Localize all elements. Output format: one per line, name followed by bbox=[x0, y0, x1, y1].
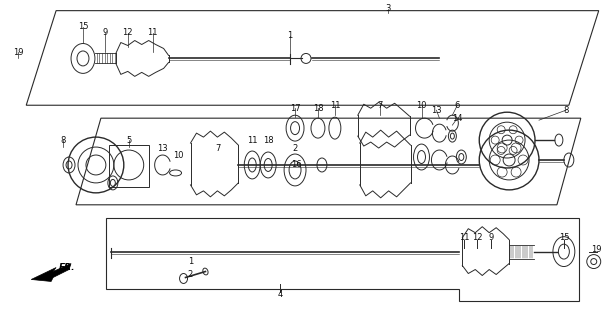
Text: 2: 2 bbox=[292, 144, 298, 153]
Text: 17: 17 bbox=[290, 104, 300, 113]
Text: 6: 6 bbox=[454, 101, 460, 110]
Text: 18: 18 bbox=[312, 104, 323, 113]
Text: 12: 12 bbox=[122, 28, 133, 37]
Text: 9: 9 bbox=[102, 28, 108, 37]
Text: 12: 12 bbox=[472, 233, 483, 242]
Text: 19: 19 bbox=[592, 245, 602, 254]
Text: 11: 11 bbox=[148, 28, 158, 37]
Text: 10: 10 bbox=[173, 150, 184, 160]
Polygon shape bbox=[31, 264, 71, 282]
Text: 3: 3 bbox=[385, 4, 391, 13]
Text: 19: 19 bbox=[13, 48, 23, 57]
Text: 2: 2 bbox=[188, 270, 193, 279]
Text: 14: 14 bbox=[452, 114, 462, 123]
Text: 11: 11 bbox=[247, 136, 258, 145]
Text: 4: 4 bbox=[277, 290, 283, 299]
Text: 16: 16 bbox=[291, 160, 301, 170]
Text: 7: 7 bbox=[216, 144, 221, 153]
Text: 15: 15 bbox=[77, 22, 88, 31]
Text: 13: 13 bbox=[157, 144, 168, 153]
Text: 11: 11 bbox=[330, 101, 340, 110]
Text: 15: 15 bbox=[558, 233, 569, 242]
Text: 1: 1 bbox=[287, 31, 293, 40]
Text: 8: 8 bbox=[563, 106, 568, 115]
Text: 1: 1 bbox=[188, 257, 193, 266]
Text: 10: 10 bbox=[416, 101, 427, 110]
Text: 13: 13 bbox=[431, 106, 442, 115]
Text: 8: 8 bbox=[60, 136, 66, 145]
Text: FR.: FR. bbox=[59, 263, 76, 272]
Text: 5: 5 bbox=[126, 136, 132, 145]
Text: 7: 7 bbox=[377, 101, 383, 110]
Text: 9: 9 bbox=[488, 233, 494, 242]
Text: 18: 18 bbox=[263, 136, 274, 145]
Text: 11: 11 bbox=[459, 233, 470, 242]
